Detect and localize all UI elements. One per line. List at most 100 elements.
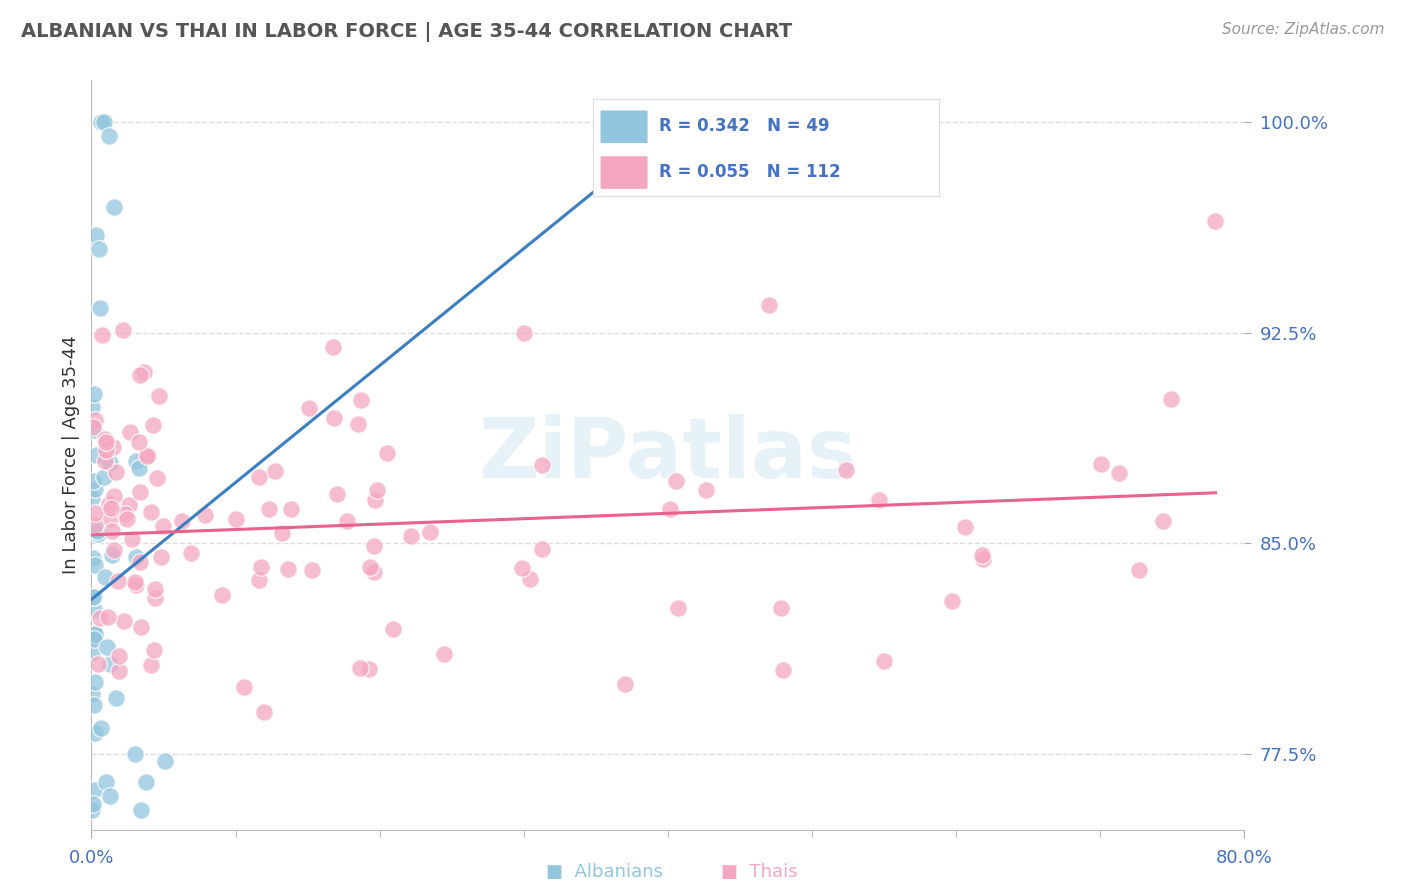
- Point: [835, 463, 858, 477]
- Point: [665, 475, 688, 489]
- Point: [129, 555, 152, 569]
- Text: ALBANIAN VS THAI IN LABOR FORCE | AGE 35-44 CORRELATION CHART: ALBANIAN VS THAI IN LABOR FORCE | AGE 35…: [21, 22, 793, 42]
- Y-axis label: In Labor Force | Age 35-44: In Labor Force | Age 35-44: [62, 335, 80, 574]
- Point: [357, 662, 380, 676]
- Point: [510, 561, 533, 575]
- Point: [83, 602, 105, 616]
- Point: [107, 574, 129, 588]
- Point: [250, 560, 273, 574]
- Point: [972, 552, 994, 566]
- Point: [382, 622, 405, 636]
- Point: [83, 698, 105, 713]
- Point: [194, 508, 217, 522]
- Point: [104, 465, 127, 479]
- Point: [82, 645, 104, 659]
- Point: [125, 550, 148, 565]
- Point: [83, 386, 105, 401]
- Point: [146, 471, 169, 485]
- Point: [953, 520, 976, 534]
- Point: [98, 789, 121, 803]
- Point: [143, 591, 166, 606]
- Point: [530, 458, 553, 472]
- Point: [129, 803, 152, 817]
- Point: [83, 675, 105, 690]
- Point: [96, 640, 118, 655]
- Point: [82, 551, 104, 566]
- Point: [326, 487, 349, 501]
- Point: [419, 524, 441, 539]
- Point: [668, 601, 690, 615]
- Point: [84, 627, 107, 641]
- Point: [90, 115, 112, 129]
- Point: [366, 483, 388, 497]
- Point: [90, 327, 112, 342]
- Point: [1128, 563, 1150, 577]
- Point: [143, 582, 166, 597]
- Point: [82, 420, 104, 434]
- Point: [363, 565, 385, 579]
- Point: [115, 512, 138, 526]
- Point: [136, 449, 159, 463]
- Point: [1152, 514, 1174, 528]
- Point: [82, 797, 104, 811]
- Point: [89, 301, 111, 315]
- Point: [1108, 466, 1130, 480]
- Point: [84, 507, 107, 521]
- Point: [233, 681, 256, 695]
- Point: [253, 705, 276, 719]
- Point: [111, 323, 134, 337]
- Point: [120, 425, 142, 439]
- Point: [103, 543, 125, 558]
- Point: [84, 413, 107, 427]
- Point: [101, 548, 124, 562]
- Point: [247, 469, 270, 483]
- Point: [347, 417, 370, 432]
- Point: [132, 365, 155, 379]
- Point: [129, 368, 152, 382]
- Point: [513, 326, 536, 340]
- Point: [125, 454, 148, 468]
- Point: [94, 569, 117, 583]
- Text: ■  Thais: ■ Thais: [721, 863, 797, 881]
- Point: [83, 591, 105, 605]
- Point: [364, 492, 387, 507]
- Point: [359, 560, 381, 574]
- Point: [180, 546, 202, 560]
- Text: Source: ZipAtlas.com: Source: ZipAtlas.com: [1222, 22, 1385, 37]
- Text: ■  Albanians: ■ Albanians: [546, 863, 664, 881]
- Point: [530, 542, 553, 557]
- Point: [100, 501, 122, 516]
- Text: ZiPatlas: ZiPatlas: [478, 415, 858, 495]
- Point: [336, 515, 359, 529]
- Point: [136, 448, 159, 462]
- Point: [772, 663, 794, 677]
- Point: [868, 492, 890, 507]
- Point: [519, 573, 541, 587]
- Point: [103, 200, 125, 214]
- Point: [301, 563, 323, 577]
- Point: [972, 549, 994, 563]
- Point: [152, 519, 174, 533]
- Point: [873, 654, 896, 668]
- Point: [128, 434, 150, 449]
- Point: [84, 227, 107, 242]
- Point: [83, 517, 105, 532]
- Point: [105, 691, 128, 706]
- Point: [139, 505, 162, 519]
- Point: [1204, 213, 1226, 227]
- Point: [225, 511, 247, 525]
- Point: [257, 501, 280, 516]
- Point: [131, 620, 153, 634]
- Point: [94, 775, 117, 789]
- Point: [83, 632, 105, 647]
- Point: [82, 591, 104, 605]
- Point: [114, 508, 136, 522]
- Point: [118, 498, 141, 512]
- Point: [83, 783, 105, 797]
- Point: [90, 722, 112, 736]
- Point: [84, 483, 107, 497]
- Point: [82, 475, 104, 489]
- Point: [1160, 392, 1182, 407]
- Point: [83, 423, 105, 437]
- Point: [101, 440, 124, 454]
